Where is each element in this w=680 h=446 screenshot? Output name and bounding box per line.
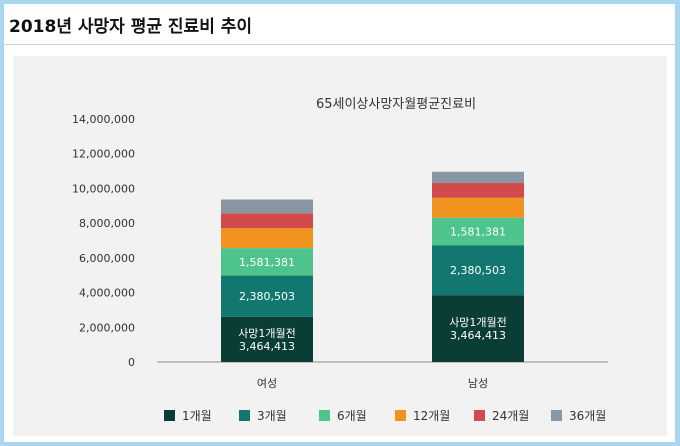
bar-segment <box>432 217 524 246</box>
legend-swatch <box>319 410 330 421</box>
data-label: 3,464,413 <box>239 340 295 353</box>
bar-segment <box>221 248 313 276</box>
data-label: 사망1개월전 <box>449 316 507 329</box>
page-title: 2018년 사망자 평균 진료비 추이 <box>9 17 253 37</box>
y-tick-label: 14,000,000 <box>72 113 135 126</box>
data-label: 1,581,381 <box>239 256 295 269</box>
y-tick-label: 0 <box>128 356 135 369</box>
bar-segment <box>432 171 524 184</box>
x-tick-label: 여성 <box>257 377 277 390</box>
bar-segment <box>432 245 524 296</box>
chart-frame: 2018년 사망자 평균 진료비 추이 65세이상사망자월평균진료비 0 2,000… <box>4 4 675 442</box>
bar-segment <box>221 275 313 317</box>
data-label: 2,380,503 <box>450 264 506 277</box>
data-label: 사망1개월전 <box>238 327 296 340</box>
y-tick-label: 2,000,000 <box>79 321 135 334</box>
y-tick-label: 12,000,000 <box>72 148 135 161</box>
legend-label: 3개월 <box>257 409 287 423</box>
legend-swatch <box>474 410 485 421</box>
bar-segment <box>432 295 524 362</box>
x-tick-label: 남성 <box>468 377 488 390</box>
legend-label: 36개월 <box>569 409 606 423</box>
y-tick-label: 4,000,000 <box>79 287 135 300</box>
bar-segment <box>221 199 313 214</box>
bar-segment <box>432 183 524 198</box>
stacked-bar-chart: 65세이상사망자월평균진료비 0 2,000,000 4,000,000 6,000,0… <box>72 97 608 423</box>
chart-title: 65세이상사망자월평균진료비 <box>316 97 476 112</box>
legend-swatch <box>551 410 562 421</box>
y-tick-label: 10,000,000 <box>72 182 135 195</box>
legend-swatch <box>164 410 175 421</box>
bar-segment <box>432 197 524 218</box>
legend-swatch <box>239 410 250 421</box>
legend-label: 24개월 <box>492 409 529 423</box>
y-tick-label: 8,000,000 <box>79 217 135 230</box>
data-label: 1,581,381 <box>450 225 506 238</box>
data-label: 2,380,503 <box>239 290 295 303</box>
bar-segment <box>221 213 313 229</box>
data-label: 3,464,413 <box>450 329 506 342</box>
bar-segment <box>221 316 313 362</box>
legend-label: 6개월 <box>337 409 367 423</box>
bar-segment <box>221 228 313 249</box>
legend-swatch <box>395 410 406 421</box>
header-bar: 2018년 사망자 평균 진료비 추이 <box>4 4 675 45</box>
legend-label: 12개월 <box>413 409 450 423</box>
chart-area: 65세이상사망자월평균진료비 0 2,000,000 4,000,000 6,000,0… <box>13 56 667 436</box>
y-tick-label: 6,000,000 <box>79 252 135 265</box>
legend-label: 1개월 <box>182 409 212 423</box>
